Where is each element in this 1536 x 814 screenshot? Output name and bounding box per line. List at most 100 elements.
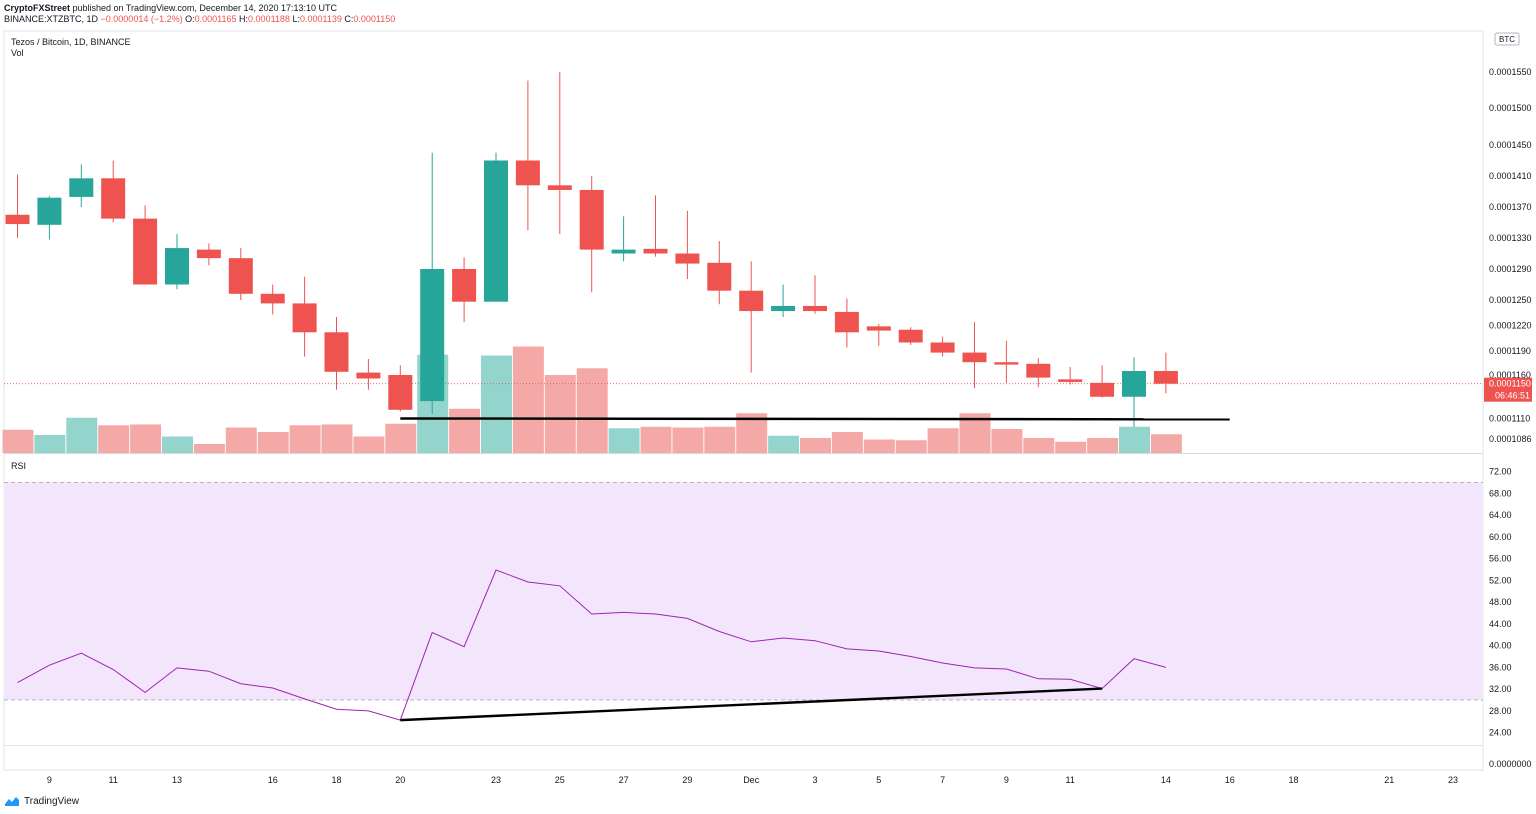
published-text: published on TradingView.com, December 1… [70, 3, 338, 13]
rsi-band [5, 482, 1482, 700]
candle [452, 257, 477, 323]
plot-border [3, 30, 1484, 771]
change-value: −0.0000014 (−1.2%) [100, 14, 183, 24]
x-tick-label: 13 [172, 775, 182, 785]
volume-bar [1055, 441, 1087, 453]
volume-bar [162, 436, 193, 453]
candle-body [1153, 371, 1178, 384]
candle [707, 241, 732, 305]
volume-bar [927, 428, 959, 453]
chart-frame [3, 30, 1484, 771]
price-tick-label: 0.0001110 [1489, 414, 1530, 424]
close-label: C: [344, 14, 354, 24]
x-tick-label: 29 [682, 775, 692, 785]
rsi-tick-label: 32.00 [1489, 684, 1512, 694]
candle-body [133, 218, 158, 285]
price-tick-label: 0.0001500 [1489, 103, 1532, 113]
volume-bar [895, 440, 927, 453]
candle [739, 261, 764, 373]
candle [1058, 367, 1083, 385]
volume-bar [544, 375, 576, 453]
candle [484, 152, 508, 302]
price-tick-label: 0.0001290 [1489, 264, 1532, 274]
volume-bar [353, 436, 385, 453]
symbol-title: Tezos / Bitcoin, 1D, BINANCE [11, 37, 131, 47]
tradingview-brand: TradingView [24, 795, 80, 807]
price-trendline [400, 417, 1230, 421]
candle-body [1026, 363, 1051, 378]
candle [994, 340, 1019, 383]
volume-bar [225, 427, 257, 453]
volume-bar [321, 424, 353, 453]
x-tick-label: 18 [331, 775, 341, 785]
price-tick-label: 0.0001086 [1489, 434, 1532, 444]
candle-body [5, 214, 30, 225]
high-value: 0.0001188 [248, 14, 290, 24]
x-tick-label: 18 [1288, 775, 1298, 785]
axes: 0.0001550 0.0001500 0.0001450 0.0001410 0.00… [47, 32, 1532, 785]
candle-body [643, 248, 668, 254]
price-tick-label: 0.0001250 [1489, 295, 1532, 305]
currency-badge-box [1494, 32, 1520, 46]
candle-body [101, 178, 126, 219]
countdown-text: 06:46:51 [1495, 391, 1530, 401]
rsi-tick-label: 28.00 [1489, 706, 1512, 716]
rsi-trendline [400, 687, 1103, 722]
last-price-text: 0.0001150 [1489, 379, 1531, 389]
candle [803, 275, 827, 314]
candle-body [898, 329, 923, 343]
price-tick-label: 0.0001450 [1489, 140, 1532, 150]
rsi-tick-label: 52.00 [1489, 575, 1512, 585]
last-price-box [1484, 377, 1532, 402]
x-tick-label: 21 [1384, 775, 1394, 785]
price-tick-label: 0.0001370 [1489, 202, 1532, 212]
candle [356, 359, 381, 390]
x-tick-label: 23 [491, 775, 501, 785]
candle-body [228, 258, 253, 294]
x-tick-label: 20 [395, 775, 405, 785]
candle [5, 174, 30, 238]
candle-body [930, 342, 955, 353]
rsi-tick-label: 56.00 [1489, 554, 1512, 564]
price-tick-label: 0.0001160 [1489, 370, 1531, 380]
candle [324, 317, 349, 390]
candle [37, 196, 62, 240]
volume-bar [130, 424, 162, 453]
volume-bar [863, 439, 895, 453]
volume-label: Vol [11, 48, 24, 58]
volume-bar [608, 428, 640, 453]
candle [866, 323, 891, 346]
volume-bar [449, 408, 481, 453]
candle [675, 210, 700, 280]
x-tick-label: 9 [47, 775, 52, 785]
rsi-tick-label: 72.00 [1489, 467, 1512, 477]
rsi-tick-label: 60.00 [1489, 532, 1512, 542]
tradingview-footer[interactable]: TradingView [4, 795, 79, 807]
candle [1153, 352, 1178, 394]
rsi-tick-label: 48.00 [1489, 597, 1512, 607]
candle-body [515, 160, 540, 186]
price-tick-label: 0.0001220 [1489, 321, 1532, 331]
candle [1026, 358, 1051, 388]
chart-header: CryptoFXStreet published on TradingView.… [4, 3, 395, 25]
price-tick-label: 0.0001190 [1489, 346, 1531, 356]
candle-body [803, 305, 827, 312]
rsi-tick-label: 36.00 [1489, 662, 1512, 672]
candle [420, 152, 445, 415]
candle-body [1090, 382, 1115, 397]
candle-body [611, 249, 636, 254]
candle-body [260, 293, 285, 304]
volume-bar [991, 429, 1023, 453]
candle-body [37, 197, 62, 225]
candle [165, 234, 189, 290]
x-tick-label: 9 [1004, 775, 1009, 785]
x-tick-label: 7 [940, 775, 945, 785]
candle [292, 276, 317, 357]
x-tick-label: 25 [555, 775, 565, 785]
candle-body [324, 332, 349, 372]
high-label: H: [239, 14, 249, 24]
candle-body [484, 160, 508, 302]
rsi-pane [4, 481, 1483, 721]
volume-bar [831, 432, 863, 453]
